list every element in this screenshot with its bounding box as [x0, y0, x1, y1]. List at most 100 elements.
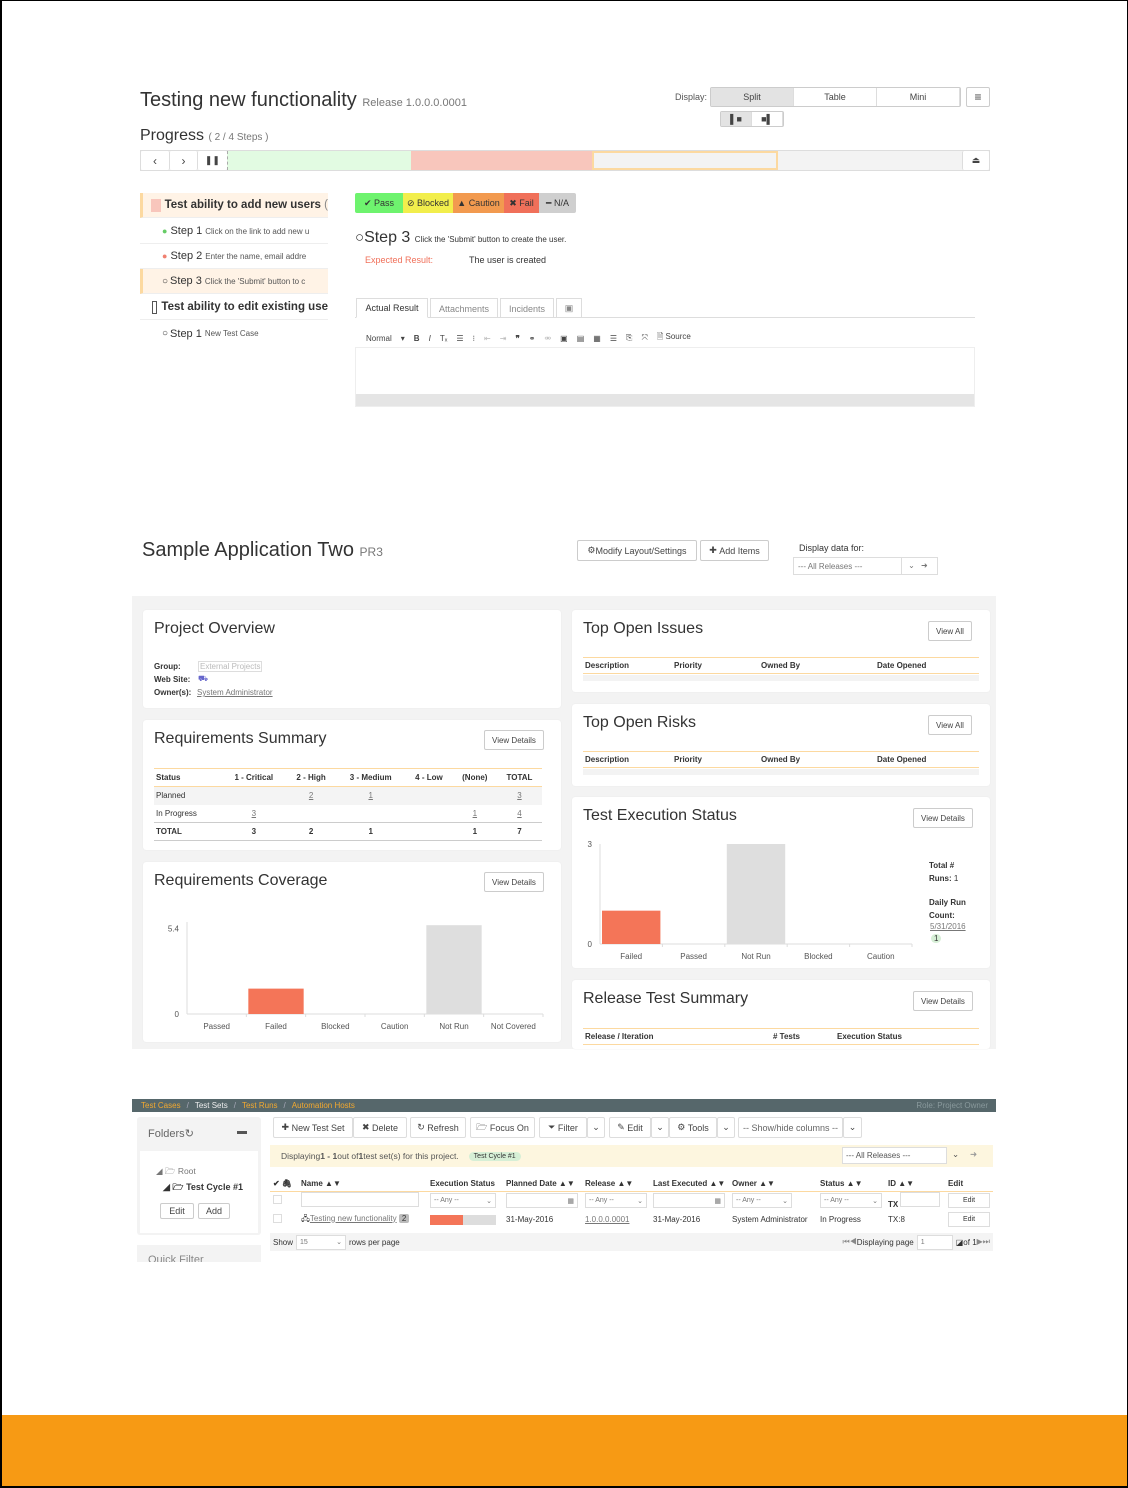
modify-layout-button[interactable]: ⚙ Modify Layout/Settings	[577, 540, 697, 561]
prev-icon[interactable]: ‹	[141, 151, 170, 170]
show-hide-columns-select[interactable]: -- Show/hide columns --	[738, 1117, 843, 1138]
rows-per-page-select[interactable]: 15 ⌄	[296, 1234, 347, 1250]
next-icon[interactable]: ›	[169, 151, 198, 170]
dropdown-icon[interactable]: ▾	[400, 333, 405, 343]
outdent-icon[interactable]: ⇤	[484, 333, 491, 343]
menu-icon[interactable]: ≡	[966, 87, 990, 107]
edit-button[interactable]: ✎ Edit	[609, 1117, 651, 1138]
cell[interactable]	[286, 805, 336, 823]
nav-automation-hosts[interactable]: Automation Hosts	[291, 1101, 355, 1110]
edit-dropdown-icon[interactable]: ⌄	[651, 1117, 669, 1138]
pause-icon[interactable]: ❚❚	[197, 151, 227, 170]
nav-test-runs[interactable]: Test Runs	[241, 1101, 278, 1110]
eject-icon[interactable]: ⏏	[962, 151, 989, 170]
tree-step-new[interactable]: ○ Step 1 New Test Case	[140, 321, 328, 346]
format-select[interactable]: Normal	[366, 333, 392, 343]
maximize-icon[interactable]: ⤧	[641, 333, 648, 342]
release-filter-select[interactable]: --- All Releases ---	[842, 1147, 947, 1164]
group-value[interactable]: External Projects	[198, 661, 263, 672]
filter-button[interactable]: ⏷ Filter	[539, 1117, 587, 1138]
cell[interactable]: 3	[517, 791, 522, 801]
go-icon[interactable]: ◪	[955, 1237, 964, 1247]
delete-button[interactable]: ✖ Delete	[353, 1117, 407, 1138]
tree-test-case-2[interactable]: Test ability to edit existing use	[140, 295, 328, 320]
edit-row-button[interactable]: Edit	[948, 1212, 990, 1227]
cell[interactable]: 1	[472, 808, 478, 818]
focus-on-button[interactable]: 🗁 Focus On	[470, 1117, 535, 1138]
indent-icon[interactable]: ⇥	[499, 333, 507, 343]
release-filter[interactable]: -- Any -- ⌄	[585, 1193, 647, 1209]
status-filter[interactable]: -- Any -- ⌄	[820, 1193, 882, 1209]
chevron-down-icon[interactable]: ⌄	[952, 1149, 960, 1159]
caution-button[interactable]: ▲ Caution	[453, 193, 504, 213]
last-executed-filter[interactable]: ▦	[653, 1193, 725, 1209]
col-name[interactable]: Name ▲▼	[298, 1177, 427, 1192]
exec-status-filter[interactable]: -- Any -- ⌄	[430, 1193, 496, 1209]
website-link-icon[interactable]: ⛟	[198, 674, 209, 683]
columns-dropdown-icon[interactable]: ⌄	[843, 1117, 862, 1138]
tab-incidents[interactable]: Incidents	[500, 298, 554, 318]
paste-icon[interactable]: ⎘	[626, 333, 633, 342]
italic-icon[interactable]: I	[428, 333, 431, 343]
edit-filter-button[interactable]: Edit	[948, 1193, 990, 1209]
cell[interactable]: 4	[517, 808, 522, 818]
checkbox[interactable]	[273, 1214, 282, 1223]
flash-icon[interactable]: ▤	[576, 333, 585, 343]
add-items-button[interactable]: ✚ Add Items	[700, 540, 769, 561]
col-id[interactable]: ID ▲▼	[885, 1177, 945, 1192]
tools-dropdown-icon[interactable]: ⌄	[717, 1117, 735, 1138]
fail-button[interactable]: ✖ Fail	[504, 193, 539, 213]
progress-fail-segment[interactable]	[410, 151, 593, 170]
owner-link[interactable]: System Administrator	[197, 688, 273, 697]
cell[interactable]	[405, 805, 453, 823]
calendar-icon[interactable]: ▦	[714, 1197, 721, 1205]
bullet-list-icon[interactable]: ⁝	[472, 333, 476, 343]
folder-add-button[interactable]: Add	[198, 1203, 230, 1219]
right-pane-icon[interactable]: ■▌	[752, 112, 783, 126]
tab-actual-result[interactable]: Actual Result	[356, 298, 428, 318]
source-button[interactable]: 🗎 Source	[656, 332, 691, 341]
progress-pass-segment[interactable]	[226, 151, 411, 170]
refresh-icon[interactable]: ↻	[184, 1128, 194, 1140]
tab-image-icon[interactable]: ▣	[556, 298, 582, 318]
tab-attachments[interactable]: Attachments	[430, 298, 498, 318]
table-icon[interactable]: ▦	[593, 333, 601, 343]
collapse-icon[interactable]: ▬	[237, 1126, 247, 1137]
nav-test-cases[interactable]: Test Cases	[141, 1101, 181, 1110]
run-date-link[interactable]: 5/31/2016	[930, 922, 966, 931]
view-all-button[interactable]: View All	[928, 621, 972, 641]
view-details-button[interactable]: View Details	[484, 872, 544, 892]
unlink-icon[interactable]: ⚮	[544, 333, 552, 343]
id-filter-input[interactable]	[900, 1192, 941, 1208]
view-all-button[interactable]: View All	[928, 715, 972, 735]
progress-notrun-segment[interactable]	[778, 151, 963, 170]
folder-root[interactable]: ◢ 🗁 Root	[156, 1166, 196, 1176]
cell[interactable]	[453, 787, 497, 805]
folder-edit-button[interactable]: Edit	[160, 1203, 194, 1219]
view-details-button[interactable]: View Details	[484, 730, 544, 750]
tree-step-3[interactable]: ○ Step 3 Click the 'Submit' button to c	[140, 269, 328, 294]
col-last-executed[interactable]: Last Executed ▲▼	[650, 1177, 729, 1192]
display-mini[interactable]: Mini	[877, 88, 960, 106]
col-status[interactable]: Status ▲▼	[817, 1177, 885, 1192]
view-details-button[interactable]: View Details	[913, 808, 973, 828]
arrow-right-icon[interactable]: ➜	[970, 1149, 978, 1159]
planned-date-filter[interactable]: ▦	[506, 1193, 578, 1209]
tree-test-case-1[interactable]: Test ability to add new users (	[140, 193, 328, 218]
image-icon[interactable]: ▣	[560, 333, 568, 343]
display-split[interactable]: Split	[711, 88, 794, 106]
tree-step-1[interactable]: ● Step 1 Click on the link to add new u	[140, 219, 328, 244]
tree-step-2[interactable]: ● Step 2 Enter the name, email addre	[140, 244, 328, 269]
filter-dropdown-icon[interactable]: ⌄	[587, 1117, 605, 1138]
nav-test-sets[interactable]: Test Sets	[194, 1101, 228, 1110]
cell[interactable]: 1	[368, 791, 373, 801]
release-link[interactable]: 1.0.0.0.0001	[585, 1215, 630, 1224]
numbered-list-icon[interactable]: ☰	[456, 333, 464, 343]
calendar-icon[interactable]: ▦	[567, 1197, 574, 1205]
checkbox[interactable]	[273, 1195, 282, 1205]
new-test-set-button[interactable]: ✚ New Test Set	[273, 1117, 353, 1138]
arrow-right-icon[interactable]: ➜	[921, 561, 928, 570]
filter-tag[interactable]: Test Cycle #1	[468, 1151, 521, 1161]
circle-icon[interactable]: ○	[355, 229, 365, 246]
owner-filter[interactable]: -- Any -- ⌄	[732, 1193, 792, 1209]
